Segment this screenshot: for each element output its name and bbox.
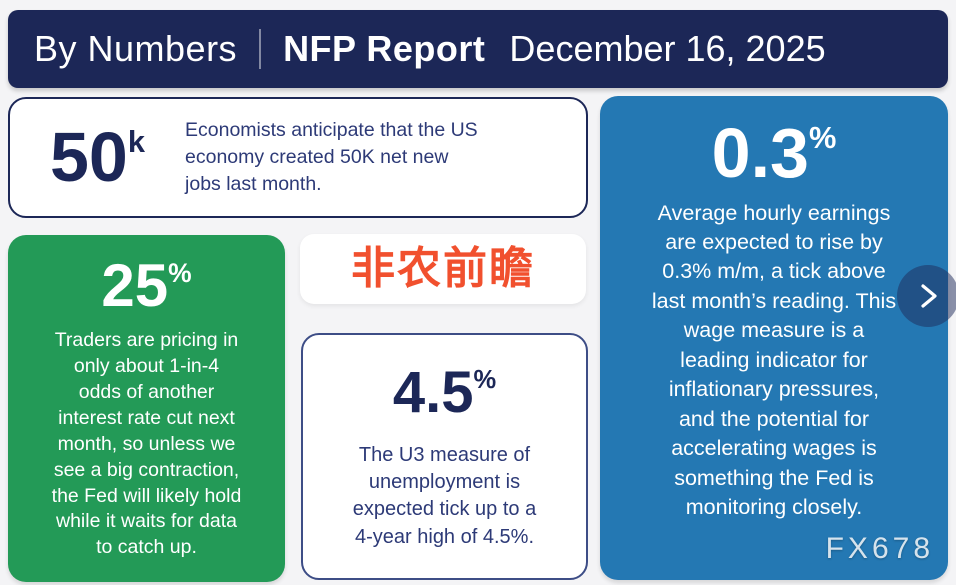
report-date: December 16, 2025 (509, 28, 826, 69)
nfp-preview-label: 非农前瞻 (351, 244, 535, 293)
jobs-unit: k (127, 124, 146, 160)
card-rate-cut-odds: 25 % Traders are pricing in only about 1… (8, 235, 285, 582)
carousel-next-button[interactable] (897, 265, 956, 327)
unemployment-value: 4.5 % (392, 360, 497, 425)
unemployment-number: 4.5 (392, 360, 474, 425)
jobs-number: 50 (50, 118, 128, 197)
rate-cut-number: 25 (101, 252, 169, 319)
report-title: NFP Report (283, 28, 486, 69)
brand-label: By Numbers (34, 28, 238, 69)
watermark-fx678: FX678 (825, 532, 934, 565)
unemployment-unit: % (473, 365, 497, 394)
card-unemployment-rate: 4.5 % The U3 measure of unemployment is … (301, 333, 588, 580)
jobs-value: 50 k (50, 118, 146, 197)
earnings-description: Average hourly earnings are expected to … (651, 200, 897, 520)
earnings-unit: % (808, 120, 837, 156)
card-hourly-earnings: 0.3 % Average hourly earnings are expect… (600, 96, 948, 580)
earnings-value: 0.3 % (711, 114, 837, 192)
nfp-preview-box: 非农前瞻 (300, 234, 586, 304)
chevron-right-icon (921, 284, 937, 308)
rate-cut-description: Traders are pricing in only about 1-in-4… (51, 329, 242, 559)
jobs-description: Economists anticipate that the US econom… (185, 119, 478, 195)
earnings-number: 0.3 (711, 114, 809, 192)
card-jobs-forecast: 50 k Economists anticipate that the US e… (8, 97, 588, 218)
rate-cut-value: 25 % (101, 252, 192, 319)
rate-cut-unit: % (168, 257, 192, 288)
header-divider (259, 29, 262, 69)
unemployment-description: The U3 measure of unemployment is expect… (352, 444, 537, 548)
header-bar: By Numbers NFP Report December 16, 2025 (8, 10, 948, 88)
